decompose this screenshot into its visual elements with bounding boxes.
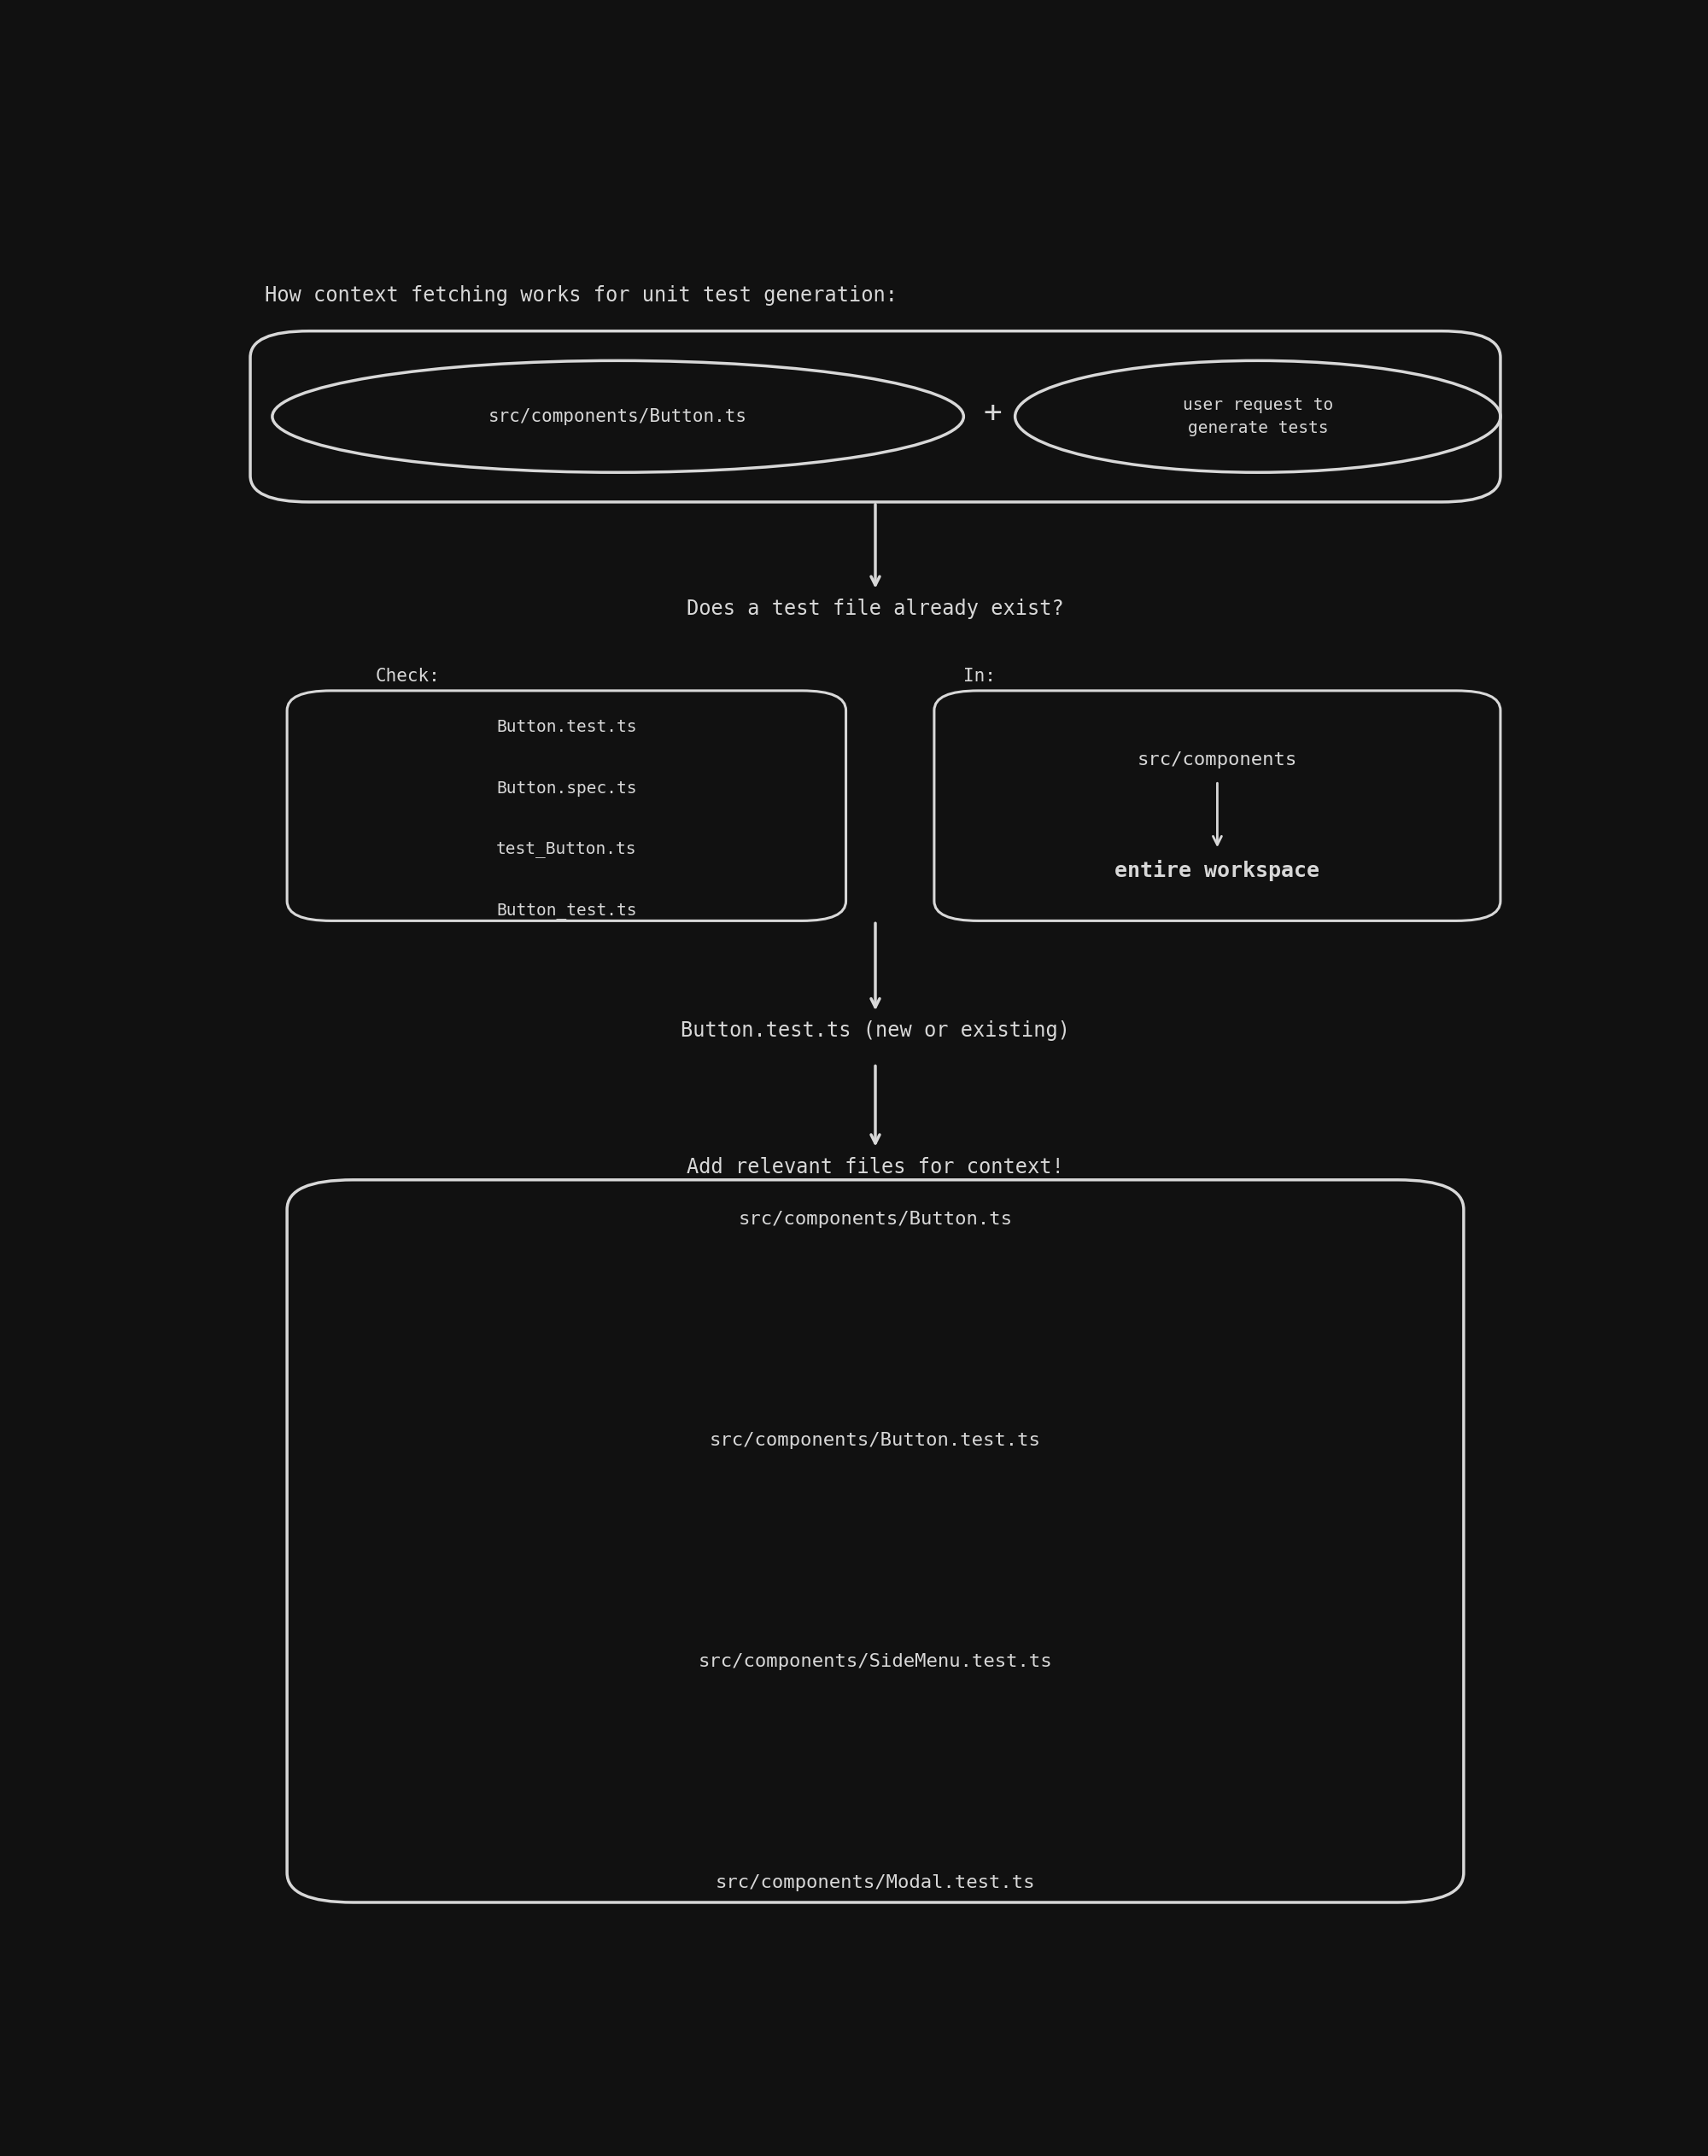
Text: test_Button.ts: test_Button.ts — [497, 841, 637, 858]
Text: src/components/Button.ts: src/components/Button.ts — [488, 407, 748, 425]
Text: src/components/Modal.test.ts: src/components/Modal.test.ts — [716, 1874, 1035, 1891]
Text: Add relevant files for context!: Add relevant files for context! — [687, 1158, 1064, 1177]
Text: src/components/Button.ts: src/components/Button.ts — [738, 1212, 1013, 1227]
Text: src/components: src/components — [1138, 750, 1298, 768]
Text: Button.test.ts (new or existing): Button.test.ts (new or existing) — [680, 1020, 1069, 1041]
Text: src/components/SideMenu.test.ts: src/components/SideMenu.test.ts — [699, 1654, 1052, 1671]
Text: +: + — [984, 399, 1003, 427]
Text: In:: In: — [963, 668, 996, 686]
Text: Button.test.ts: Button.test.ts — [497, 718, 637, 735]
Text: entire workspace: entire workspace — [1115, 860, 1320, 882]
Text: Button_test.ts: Button_test.ts — [497, 903, 637, 918]
Text: Does a test file already exist?: Does a test file already exist? — [687, 599, 1064, 619]
Text: Check:: Check: — [376, 668, 441, 686]
Text: Button.spec.ts: Button.spec.ts — [497, 780, 637, 796]
Text: How context fetching works for unit test generation:: How context fetching works for unit test… — [265, 285, 898, 306]
Text: src/components/Button.test.ts: src/components/Button.test.ts — [711, 1432, 1040, 1449]
Text: user request to
generate tests: user request to generate tests — [1182, 397, 1332, 436]
